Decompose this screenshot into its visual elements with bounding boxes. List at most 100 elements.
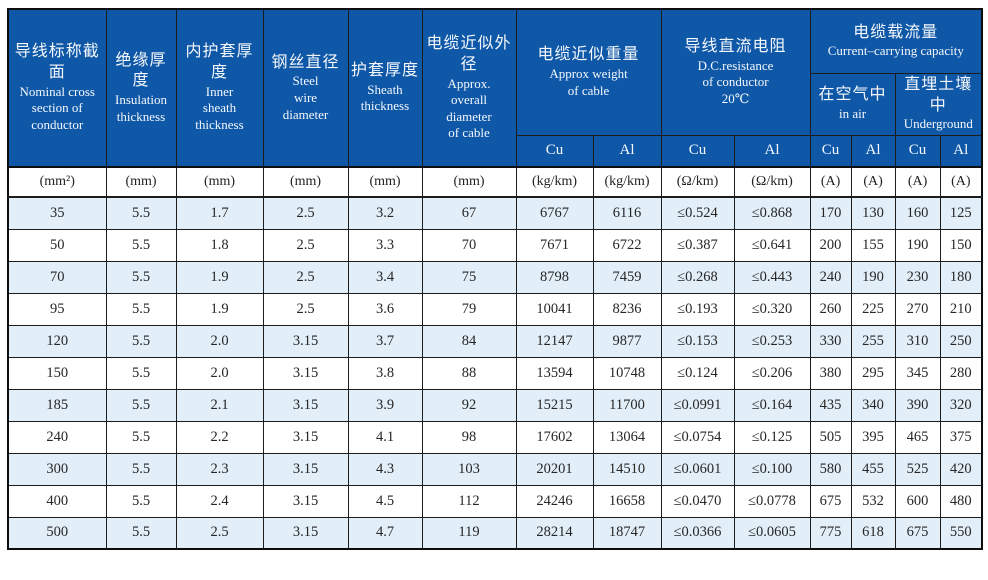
data-cell: 500 bbox=[7, 516, 107, 550]
header-zh: 直埋土壤中 bbox=[904, 75, 973, 114]
data-cell: 5.5 bbox=[105, 228, 177, 262]
data-cell: 255 bbox=[850, 324, 896, 358]
data-cell: 2.5 bbox=[262, 228, 349, 262]
data-cell: ≤0.0778 bbox=[733, 484, 811, 518]
header-row-metal: Cu Al Cu Al Cu Al Cu Al bbox=[8, 134, 983, 168]
data-cell: 1.8 bbox=[175, 228, 264, 262]
data-cell: 5.5 bbox=[105, 516, 177, 550]
header-en: Current–carrying capacity bbox=[827, 43, 964, 59]
header-en: Sheath thickness bbox=[360, 81, 410, 114]
data-cell: 17602 bbox=[515, 420, 594, 454]
data-cell: 120 bbox=[7, 324, 107, 358]
data-cell: 16658 bbox=[592, 484, 662, 518]
data-cell: 67 bbox=[421, 196, 517, 230]
data-cell: 3.15 bbox=[262, 484, 349, 518]
data-cell: 200 bbox=[809, 228, 852, 262]
header-en: Nominal cross section of conductor bbox=[19, 83, 95, 133]
table-row: 185 5.5 2.1 3.15 3.9 92 15215 11700 ≤0.0991 ≤0.16… bbox=[7, 388, 983, 422]
cable-spec-table: 导线标称截面 Nominal cross section of conducto… bbox=[7, 8, 984, 550]
header-en: Underground bbox=[903, 116, 973, 132]
unit-cell: (kg/km) bbox=[515, 166, 594, 198]
data-cell: 15215 bbox=[515, 388, 594, 422]
header-nominal-cross-section: 导线标称截面 Nominal cross section of conducto… bbox=[7, 8, 107, 168]
table-row: 150 5.5 2.0 3.15 3.8 88 13594 10748 ≤0.124 ≤0.206… bbox=[7, 356, 983, 390]
data-cell: 295 bbox=[850, 356, 896, 390]
data-cell: 119 bbox=[421, 516, 517, 550]
data-cell: 3.7 bbox=[347, 324, 423, 358]
header-steel-wire-diameter: 钢丝直径 Steel wire diameter bbox=[262, 8, 349, 168]
header-subgroup-underground: 直埋土壤中 Underground bbox=[894, 72, 983, 136]
data-cell: 5.5 bbox=[105, 292, 177, 326]
data-cell: 2.5 bbox=[262, 260, 349, 294]
unit-cell: (mm²) bbox=[7, 166, 107, 198]
header-metal-al: Al bbox=[850, 134, 896, 168]
data-cell: 580 bbox=[809, 452, 852, 486]
header-metal-cu: Cu bbox=[809, 134, 852, 168]
data-cell: 280 bbox=[939, 356, 983, 390]
unit-cell: (mm) bbox=[262, 166, 349, 198]
data-cell: 3.9 bbox=[347, 388, 423, 422]
data-cell: 1.9 bbox=[175, 260, 264, 294]
data-cell: 2.5 bbox=[262, 292, 349, 326]
data-cell: 3.8 bbox=[347, 356, 423, 390]
unit-cell: (A) bbox=[850, 166, 896, 198]
data-cell: 5.5 bbox=[105, 452, 177, 486]
data-cell: 310 bbox=[894, 324, 941, 358]
table-row: 500 5.5 2.5 3.15 4.7 119 28214 18747 ≤0.0366 ≤0.0… bbox=[7, 516, 983, 550]
data-cell: 28214 bbox=[515, 516, 594, 550]
data-cell: 1.9 bbox=[175, 292, 264, 326]
header-overall-diameter: 电缆近似外径 Approx. overall diameter of cable bbox=[421, 8, 517, 168]
data-cell: ≤0.100 bbox=[733, 452, 811, 486]
header-subgroup-in-air: 在空气中 in air bbox=[809, 72, 896, 136]
data-cell: ≤0.253 bbox=[733, 324, 811, 358]
data-cell: 95 bbox=[7, 292, 107, 326]
header-sheath-thickness: 护套厚度 Sheath thickness bbox=[347, 8, 423, 168]
header-metal-al: Al bbox=[939, 134, 983, 168]
unit-cell: (mm) bbox=[421, 166, 517, 198]
data-cell: 4.7 bbox=[347, 516, 423, 550]
data-cell: 92 bbox=[421, 388, 517, 422]
header-zh: 绝缘厚度 bbox=[115, 51, 167, 90]
data-cell: ≤0.320 bbox=[733, 292, 811, 326]
data-cell: 210 bbox=[939, 292, 983, 326]
data-cell: 3.15 bbox=[262, 324, 349, 358]
unit-cell: (Ω/km) bbox=[733, 166, 811, 198]
data-cell: 9877 bbox=[592, 324, 662, 358]
data-cell: 4.5 bbox=[347, 484, 423, 518]
data-cell: 185 bbox=[7, 388, 107, 422]
table-header: 导线标称截面 Nominal cross section of conducto… bbox=[7, 8, 983, 168]
data-cell: 88 bbox=[421, 356, 517, 390]
data-cell: 3.15 bbox=[262, 452, 349, 486]
header-en: in air bbox=[838, 106, 867, 122]
header-insulation-thickness: 绝缘厚度 Insulation thickness bbox=[105, 8, 177, 168]
data-cell: 190 bbox=[894, 228, 941, 262]
data-cell: 14510 bbox=[592, 452, 662, 486]
header-metal-cu: Cu bbox=[660, 134, 735, 168]
data-cell: 240 bbox=[7, 420, 107, 454]
data-cell: ≤0.868 bbox=[733, 196, 811, 230]
data-cell: 532 bbox=[850, 484, 896, 518]
data-cell: ≤0.387 bbox=[660, 228, 735, 262]
unit-cell: (kg/km) bbox=[592, 166, 662, 198]
data-cell: 505 bbox=[809, 420, 852, 454]
unit-cell: (mm) bbox=[105, 166, 177, 198]
data-cell: ≤0.206 bbox=[733, 356, 811, 390]
data-cell: 5.5 bbox=[105, 324, 177, 358]
header-en: Approx weight of cable bbox=[549, 66, 628, 98]
data-cell: 240 bbox=[809, 260, 852, 294]
data-cell: 3.15 bbox=[262, 516, 349, 550]
header-metal-al: Al bbox=[733, 134, 811, 168]
data-cell: 270 bbox=[894, 292, 941, 326]
data-cell: 3.15 bbox=[262, 356, 349, 390]
table-row: 300 5.5 2.3 3.15 4.3 103 20201 14510 ≤0.0601 ≤0.1… bbox=[7, 452, 983, 486]
table-row: 120 5.5 2.0 3.15 3.7 84 12147 9877 ≤0.153 ≤0.253 3… bbox=[7, 324, 983, 358]
data-cell: 35 bbox=[7, 196, 107, 230]
data-cell: 18747 bbox=[592, 516, 662, 550]
data-cell: 13064 bbox=[592, 420, 662, 454]
data-cell: ≤0.125 bbox=[733, 420, 811, 454]
data-cell: 3.2 bbox=[347, 196, 423, 230]
header-row-subgroups: 在空气中 in air 直埋土壤中 Underground bbox=[8, 72, 983, 136]
header-metal-al: Al bbox=[592, 134, 662, 168]
data-cell: 5.5 bbox=[105, 484, 177, 518]
